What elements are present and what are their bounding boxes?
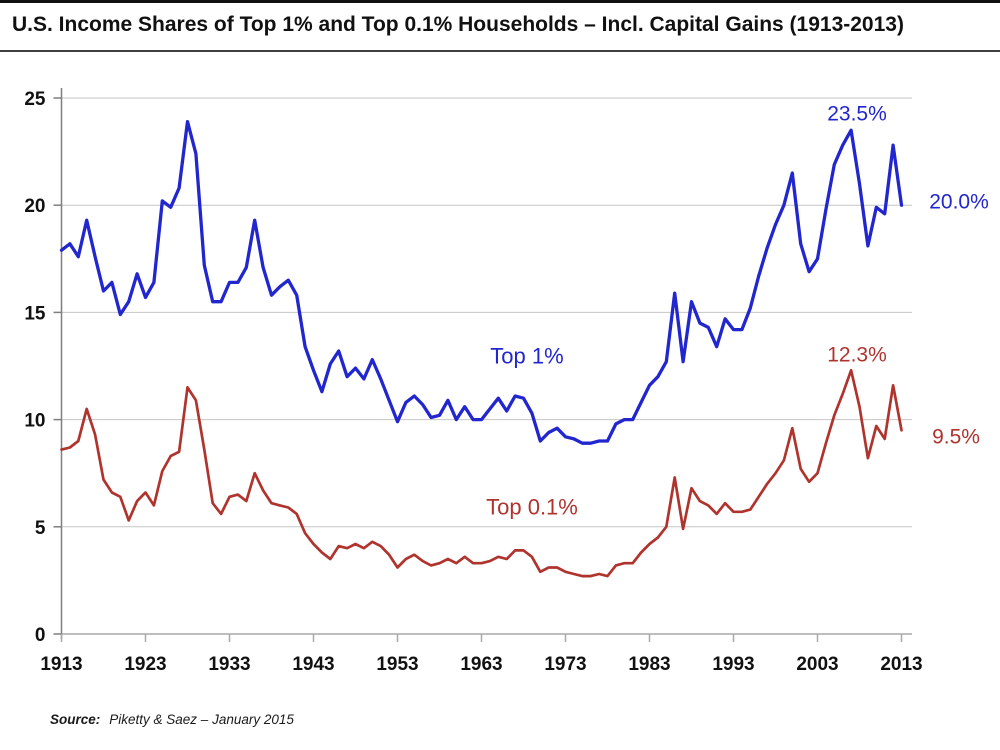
series-label-top-1: Top 1% xyxy=(490,344,563,369)
source-text: Piketty & Saez – January 2015 xyxy=(109,712,294,727)
y-tick-label: 25 xyxy=(24,89,46,110)
y-tick-label: 0 xyxy=(35,625,46,646)
value-annotation-2013-top-0-1: 9.5% xyxy=(932,426,980,449)
source-line: Source: Piketty & Saez – January 2015 xyxy=(50,712,294,727)
title-separator xyxy=(0,50,1000,52)
x-tick-label: 1973 xyxy=(544,654,586,675)
value-annotation-2007-top-1: 23.5% xyxy=(827,103,887,126)
x-tick-label: 1953 xyxy=(376,654,418,675)
x-tick-label: 1963 xyxy=(460,654,502,675)
x-tick-label: 2003 xyxy=(796,654,838,675)
x-tick-label: 1983 xyxy=(628,654,670,675)
value-annotation-2013-top-1: 20.0% xyxy=(929,191,989,214)
y-tick-label: 15 xyxy=(24,303,46,324)
x-tick-label: 1913 xyxy=(40,654,82,675)
top-0-1-percent-line xyxy=(60,368,903,578)
top-1-percent-line xyxy=(59,119,904,445)
y-tick-label: 10 xyxy=(24,411,45,432)
top-edge-border xyxy=(0,0,1000,3)
y-tick-label: 20 xyxy=(24,196,45,217)
series-label-top-0-1: Top 0.1% xyxy=(486,495,578,520)
y-tick-label: 5 xyxy=(35,518,46,539)
x-tick-label: 2013 xyxy=(880,654,922,675)
source-label: Source: xyxy=(50,712,101,727)
x-tick-label: 1923 xyxy=(124,654,166,675)
value-annotation-2007-top-0-1: 12.3% xyxy=(827,344,887,367)
x-tick-label: 1993 xyxy=(712,654,754,675)
chart-title: U.S. Income Shares of Top 1% and Top 0.1… xyxy=(12,13,904,36)
x-tick-label: 1943 xyxy=(292,654,334,675)
x-tick-label: 1933 xyxy=(208,654,250,675)
